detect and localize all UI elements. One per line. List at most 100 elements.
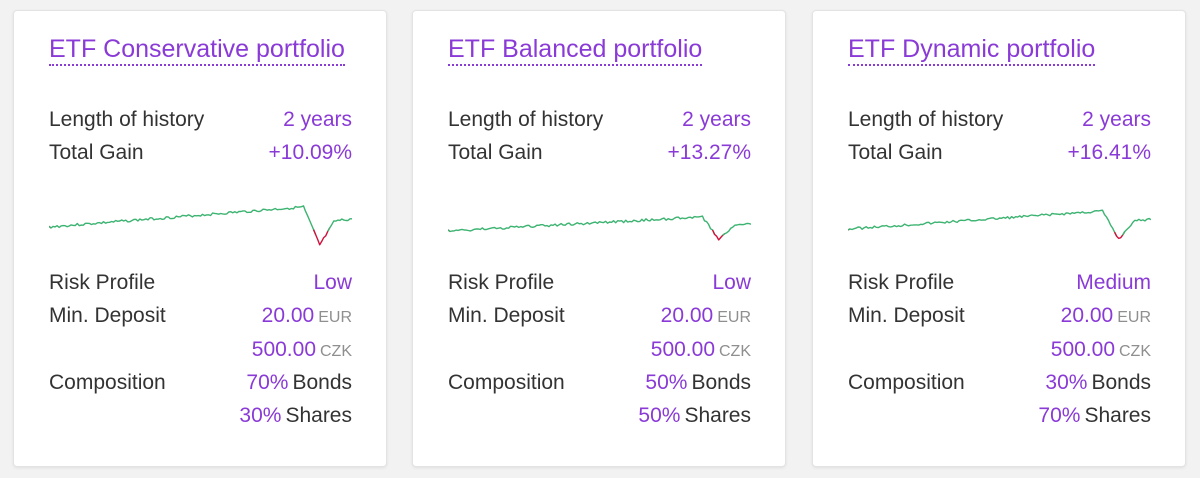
deposit-eur-value: 20.00 EUR bbox=[262, 301, 352, 333]
deposit-czk-value: 500.00 CZK bbox=[1051, 335, 1151, 367]
deposit-eur-unit: EUR bbox=[318, 309, 352, 326]
gain-label: Total Gain bbox=[848, 141, 943, 164]
performance-sparkline bbox=[49, 205, 352, 246]
bonds-pct: 30% bbox=[1045, 371, 1088, 394]
risk-row: Risk Profile Low bbox=[49, 268, 352, 298]
gain-value: +13.27% bbox=[667, 141, 752, 164]
bonds-label: Bonds bbox=[292, 371, 352, 394]
composition-row-shares: 50% Shares bbox=[448, 401, 751, 431]
shares-pct: 50% bbox=[638, 404, 681, 427]
shares-value: 50% Shares bbox=[638, 401, 751, 431]
performance-sparkline bbox=[848, 209, 1151, 240]
bonds-value: 50% Bonds bbox=[645, 368, 751, 398]
deposit-czk-value: 500.00 CZK bbox=[252, 335, 352, 367]
deposit-czk-amount: 500.00 bbox=[1050, 338, 1115, 361]
bonds-value: 70% Bonds bbox=[246, 368, 352, 398]
deposit-row-eur: Min. Deposit 20.00 EUR bbox=[848, 301, 1151, 331]
sparkline-gain-segment bbox=[722, 222, 751, 236]
composition-row-shares: 30% Shares bbox=[49, 401, 352, 431]
risk-value: Low bbox=[313, 271, 352, 294]
deposit-row-czk: 500.00 CZK bbox=[848, 335, 1151, 365]
portfolio-card-dynamic[interactable]: ETF Dynamic portfolio Length of history … bbox=[812, 10, 1186, 467]
history-row: Length of history 2 years bbox=[848, 105, 1151, 135]
gain-row: Total Gain +10.09% bbox=[49, 138, 352, 168]
gain-row: Total Gain +16.41% bbox=[848, 138, 1151, 168]
history-row: Length of history 2 years bbox=[49, 105, 352, 135]
deposit-row-czk: 500.00 CZK bbox=[448, 335, 751, 365]
shares-pct: 70% bbox=[1038, 404, 1081, 427]
history-value: 2 years bbox=[1082, 108, 1151, 131]
shares-label: Shares bbox=[684, 404, 751, 427]
history-label: Length of history bbox=[49, 108, 205, 131]
shares-label: Shares bbox=[285, 404, 352, 427]
sparkline-gain-segment bbox=[448, 215, 716, 235]
history-label: Length of history bbox=[848, 108, 1004, 131]
gain-label: Total Gain bbox=[448, 141, 543, 164]
deposit-label: Min. Deposit bbox=[848, 304, 965, 327]
risk-row: Risk Profile Medium bbox=[848, 268, 1151, 298]
risk-row: Risk Profile Low bbox=[448, 268, 751, 298]
risk-value: Medium bbox=[1076, 271, 1151, 294]
risk-label: Risk Profile bbox=[848, 271, 955, 294]
portfolio-card-balanced[interactable]: ETF Balanced portfolio Length of history… bbox=[412, 10, 786, 467]
composition-row-shares: 70% Shares bbox=[848, 401, 1151, 431]
deposit-eur-unit: EUR bbox=[1117, 309, 1151, 326]
portfolio-title-text[interactable]: ETF Dynamic portfolio bbox=[848, 35, 1096, 66]
deposit-eur-unit: EUR bbox=[717, 309, 751, 326]
bonds-pct: 70% bbox=[246, 371, 289, 394]
gain-label: Total Gain bbox=[49, 141, 144, 164]
composition-row-bonds: Composition 50% Bonds bbox=[448, 368, 751, 398]
shares-value: 70% Shares bbox=[1038, 401, 1151, 431]
performance-sparkline bbox=[448, 215, 751, 241]
shares-value: 30% Shares bbox=[239, 401, 352, 431]
deposit-czk-amount: 500.00 bbox=[650, 338, 715, 361]
deposit-eur-value: 20.00 EUR bbox=[1061, 301, 1151, 333]
portfolio-title-text[interactable]: ETF Balanced portfolio bbox=[448, 35, 703, 66]
shares-label: Shares bbox=[1084, 404, 1151, 427]
deposit-row-eur: Min. Deposit 20.00 EUR bbox=[448, 301, 751, 331]
composition-row-bonds: Composition 30% Bonds bbox=[848, 368, 1151, 398]
bonds-value: 30% Bonds bbox=[1045, 368, 1151, 398]
deposit-eur-amount: 20.00 bbox=[261, 304, 315, 327]
deposit-czk-unit: CZK bbox=[1119, 343, 1151, 360]
deposit-row-czk: 500.00 CZK bbox=[49, 335, 352, 365]
deposit-eur-amount: 20.00 bbox=[1060, 304, 1114, 327]
portfolio-title-link[interactable]: ETF Conservative portfolio bbox=[49, 33, 349, 66]
portfolio-title-text[interactable]: ETF Conservative portfolio bbox=[49, 35, 345, 66]
deposit-eur-value: 20.00 EUR bbox=[661, 301, 751, 333]
deposit-label: Min. Deposit bbox=[448, 304, 565, 327]
gain-value: +16.41% bbox=[1067, 141, 1152, 164]
history-value: 2 years bbox=[283, 108, 352, 131]
deposit-czk-unit: CZK bbox=[320, 343, 352, 360]
portfolio-card-conservative[interactable]: ETF Conservative portfolio Length of his… bbox=[13, 10, 387, 467]
portfolio-title-link[interactable]: ETF Dynamic portfolio bbox=[848, 33, 1148, 66]
sparkline-gain-segment bbox=[848, 209, 1118, 237]
risk-label: Risk Profile bbox=[49, 271, 156, 294]
composition-row-bonds: Composition 70% Bonds bbox=[49, 368, 352, 398]
sparkline-gain-segment bbox=[49, 205, 317, 235]
composition-label: Composition bbox=[49, 371, 166, 394]
deposit-row-eur: Min. Deposit 20.00 EUR bbox=[49, 301, 352, 331]
deposit-czk-amount: 500.00 bbox=[251, 338, 316, 361]
history-label: Length of history bbox=[448, 108, 604, 131]
sparkline-gain-segment bbox=[327, 218, 352, 232]
composition-label: Composition bbox=[848, 371, 965, 394]
shares-pct: 30% bbox=[239, 404, 282, 427]
deposit-eur-amount: 20.00 bbox=[660, 304, 714, 327]
deposit-czk-unit: CZK bbox=[719, 343, 751, 360]
portfolio-title-link[interactable]: ETF Balanced portfolio bbox=[448, 33, 748, 66]
bonds-label: Bonds bbox=[1091, 371, 1151, 394]
risk-value: Low bbox=[712, 271, 751, 294]
deposit-czk-value: 500.00 CZK bbox=[651, 335, 751, 367]
gain-row: Total Gain +13.27% bbox=[448, 138, 751, 168]
sparkline-gain-segment bbox=[1122, 217, 1151, 236]
risk-label: Risk Profile bbox=[448, 271, 555, 294]
sparkline-loss-segment bbox=[711, 229, 726, 241]
history-value: 2 years bbox=[682, 108, 751, 131]
deposit-label: Min. Deposit bbox=[49, 304, 166, 327]
bonds-label: Bonds bbox=[691, 371, 751, 394]
sparkline-loss-segment bbox=[312, 227, 331, 246]
bonds-pct: 50% bbox=[645, 371, 688, 394]
composition-label: Composition bbox=[448, 371, 565, 394]
